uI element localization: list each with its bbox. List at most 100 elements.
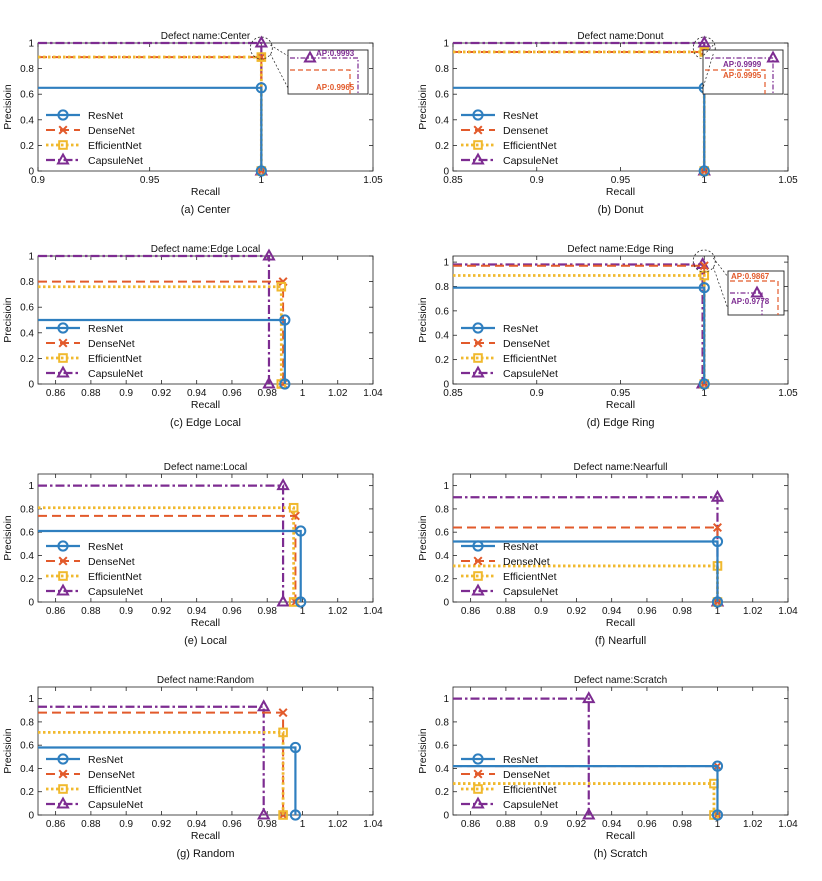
plot-area <box>452 686 789 816</box>
series-line-capsulenet <box>38 484 285 602</box>
x-tick-label: 0.95 <box>611 175 631 186</box>
legend-marker <box>58 125 68 135</box>
y-axis-label: Precisioin <box>417 728 429 774</box>
point-densenet-top <box>712 523 722 533</box>
inset-line-densenet <box>705 69 766 94</box>
point-resnet-top <box>295 525 307 537</box>
series-line-capsulenet <box>453 263 704 384</box>
point-resnet-bottom <box>698 165 710 177</box>
point-resnet-bottom <box>295 596 307 608</box>
point-resnet-bottom <box>698 378 710 390</box>
y-tick-label: 1 <box>28 694 34 705</box>
legend-marker <box>473 571 483 581</box>
legend-entry: ResNet <box>88 110 123 122</box>
y-tick-label: 0 <box>28 167 34 178</box>
inset-line-densenet <box>290 69 351 94</box>
y-tick-label: 0.4 <box>20 551 34 562</box>
legend-entry: DenseNet <box>88 556 135 568</box>
y-tick-label: 0 <box>443 167 449 178</box>
series-line-densenet <box>38 514 297 602</box>
legend-marker <box>472 109 484 121</box>
x-tick-label: 0.92 <box>152 819 172 830</box>
chart-title: Defect name:Edge Local <box>151 244 261 255</box>
x-tick-label: 0.9 <box>530 388 544 399</box>
legend-marker <box>58 769 68 779</box>
legend-marker <box>57 322 69 334</box>
x-tick-label: 0.98 <box>672 606 692 617</box>
y-tick-label: 0.4 <box>20 115 34 126</box>
x-tick-label: 0.9 <box>31 175 45 186</box>
x-tick-label: 0.94 <box>187 819 207 830</box>
point-densenet-top <box>699 261 709 271</box>
chart-edgering: Defect name:Edge Ring 0.85 0.9 0.95 1 1.05 0 0.… <box>417 244 798 429</box>
y-tick-label: 0 <box>443 380 449 391</box>
y-tick-label: 0 <box>443 598 449 609</box>
plot-area <box>37 686 374 816</box>
y-tick-label: 0.4 <box>20 764 34 775</box>
x-tick-label: 0.94 <box>187 388 207 399</box>
legend-entry: CapsuleNet <box>88 155 143 167</box>
x-tick-label: 0.98 <box>672 819 692 830</box>
ap-annotation: AP:0.9995 <box>723 71 762 80</box>
legend-entry: DenseNet <box>503 556 550 568</box>
y-axis-label: Precisioin <box>2 84 14 130</box>
series-line-resnet <box>38 529 302 602</box>
legend-marker <box>471 365 485 378</box>
y-tick-label: 0.4 <box>435 551 449 562</box>
series-line-efficientnet <box>38 730 285 815</box>
legend-marker <box>471 152 485 165</box>
legend-entry: DenseNet <box>503 769 550 781</box>
x-axis-label: Recall <box>191 186 220 198</box>
y-tick-label: 0.8 <box>20 717 34 728</box>
chart-title: Defect name:Donut <box>577 31 663 42</box>
x-tick-label: 0.9 <box>119 606 133 617</box>
ap-annotation: AP:0.9778 <box>731 297 770 306</box>
point-capsulenet-top <box>256 699 271 712</box>
legend-marker <box>473 140 483 150</box>
x-axis-label: Recall <box>606 617 635 629</box>
point-capsulenet-top <box>262 248 276 261</box>
x-tick-label: 0.88 <box>496 819 516 830</box>
y-tick-label: 0.8 <box>435 282 449 293</box>
legend-marker <box>471 583 485 596</box>
point-resnet-top <box>289 741 302 754</box>
inset-marker <box>303 50 317 63</box>
point-resnet-bottom <box>289 809 302 821</box>
legend-entry: DenseNet <box>88 125 135 137</box>
series-line-efficientnet <box>453 564 719 602</box>
legend-entry: CapsuleNet <box>503 586 558 598</box>
legend-entry: CapsuleNet <box>503 368 558 380</box>
point-capsulenet-bottom <box>276 594 290 607</box>
x-tick-label: 1.04 <box>778 606 798 617</box>
y-tick-label: 1 <box>28 481 34 492</box>
y-tick-label: 1 <box>443 694 449 705</box>
zoom-connector <box>712 257 729 278</box>
legend-marker <box>472 540 484 552</box>
legend-entry: DenseNet <box>88 769 135 781</box>
x-tick-label: 0.86 <box>46 819 66 830</box>
x-tick-label: 1.04 <box>363 388 383 399</box>
y-tick-label: 0.4 <box>435 764 449 775</box>
y-tick-label: 0.8 <box>20 504 34 515</box>
series-line-resnet <box>38 318 286 384</box>
zoom-inset <box>287 49 369 95</box>
inset-line-capsulenet <box>705 57 774 94</box>
x-tick-label: 1.04 <box>363 819 383 830</box>
y-tick-label: 0.4 <box>435 115 449 126</box>
legend-entry: EfficientNet <box>88 353 142 365</box>
legend-entry: EfficientNet <box>503 353 557 365</box>
x-tick-label: 1.02 <box>743 606 763 617</box>
x-tick-label: 1.02 <box>328 606 348 617</box>
series-line-densenet <box>38 280 285 384</box>
y-tick-label: 1 <box>28 39 34 50</box>
legend-entry: EfficientNet <box>503 140 557 152</box>
legend-marker <box>473 769 483 779</box>
legend-marker <box>472 322 484 334</box>
point-capsulenet-top <box>710 489 725 502</box>
series-line-capsulenet <box>453 41 706 171</box>
series-line-capsulenet <box>453 496 719 602</box>
legend-entry: CapsuleNet <box>503 799 558 811</box>
series-line-resnet <box>38 86 263 171</box>
x-axis-label: Recall <box>606 399 635 411</box>
y-tick-label: 0.8 <box>435 64 449 75</box>
